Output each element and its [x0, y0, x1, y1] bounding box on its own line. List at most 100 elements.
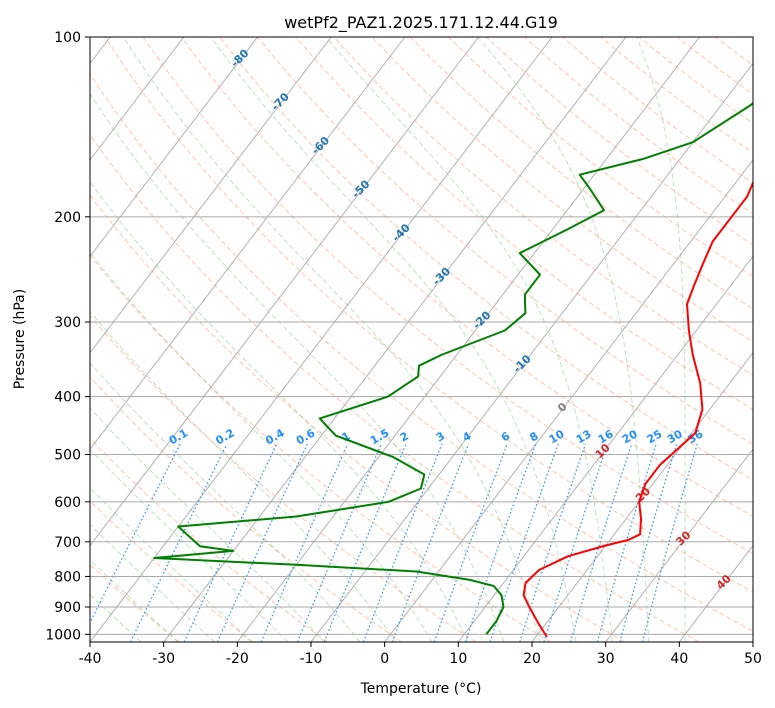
dry-adiabat: [104, 37, 753, 593]
isotherm-label: -70: [269, 90, 292, 113]
y-tick-label: 700: [54, 535, 81, 551]
isotherm-line: [163, 37, 627, 642]
mixing-ratio-line: [296, 443, 382, 642]
isotherm-line: [90, 37, 332, 354]
x-tick-label: 0: [380, 651, 389, 667]
isotherm-label: -40: [390, 221, 413, 244]
chart-title: wetPf2_PAZ1.2025.171.12.44.G19: [284, 13, 558, 33]
y-tick-label: 500: [54, 448, 81, 464]
isotherm-label: -10: [511, 352, 534, 375]
mixing-ratio-label: 10: [547, 427, 567, 446]
dry-adiabat: [752, 37, 753, 38]
mixing-ratio-label: 16: [596, 427, 616, 446]
mixing-ratio-label: 8: [527, 429, 540, 444]
x-axis-title: Temperature (°C): [360, 681, 482, 697]
x-tick-label: 10: [449, 651, 467, 667]
isotherm-line: [310, 62, 753, 642]
moist-adiabat: [90, 310, 397, 642]
moist-adiabat: [90, 523, 216, 642]
x-axis: -40 -30 -20 -10 0 10 20 30 40 50: [79, 642, 762, 667]
dry-adiabat: [90, 563, 180, 642]
moist-adiabat: [90, 180, 469, 642]
isotherm-line: [678, 544, 753, 642]
x-tick-label: 20: [523, 651, 541, 667]
dry-adiabat: [90, 376, 402, 642]
y-tick-label: 800: [54, 569, 81, 585]
mixing-ratio-label: 0.6: [294, 426, 318, 447]
y-tick-label: 1000: [45, 627, 81, 643]
mixing-ratio-line: [642, 443, 698, 642]
dry-adiabat: [524, 37, 753, 215]
isotherm-label: -20: [470, 308, 493, 331]
mixing-ratio-label: 20: [620, 427, 640, 446]
profile-series: [153, 101, 753, 638]
mixing-ratio-label: 0.1: [167, 426, 190, 447]
moist-adiabat: [90, 251, 433, 642]
dry-adiabat: [562, 37, 753, 184]
y-tick-label: 300: [54, 315, 81, 331]
dry-adiabat: [638, 37, 753, 124]
moist-adiabat: [90, 407, 325, 642]
dewpoint-profile: [153, 101, 753, 635]
dry-adiabat: [295, 37, 753, 411]
mixing-ratio-line: [433, 443, 508, 642]
isotherm-line: [752, 641, 753, 642]
y-tick-label: 100: [54, 30, 81, 46]
x-tick-label: -30: [152, 651, 175, 667]
dry-adiabat: [90, 500, 254, 642]
mixing-ratio-label: 3: [434, 429, 447, 444]
dry-adiabat: [333, 37, 753, 376]
dry-adiabat: [714, 37, 753, 66]
isotherm-line: [384, 159, 753, 642]
dry-adiabat: [409, 37, 753, 310]
y-tick-label: 200: [54, 210, 81, 226]
moist-adiabat: [477, 37, 650, 642]
y-axis: 100 200 300 400 500 600 700 800 900 1000: [45, 30, 90, 643]
moist-adiabat: [123, 37, 541, 642]
mixing-ratio-label: 0.2: [213, 426, 236, 447]
isotherm-line: [605, 448, 753, 642]
isotherm-line: [90, 37, 258, 258]
mixing-ratio-line: [569, 443, 633, 642]
moist-adiabat: [636, 37, 686, 642]
dry-adiabat: [142, 37, 753, 555]
moist-adiabat: [325, 37, 613, 642]
mixing-ratio-label: 13: [574, 427, 594, 446]
dry-adiabat: [90, 133, 700, 642]
mixing-ratio-label: 30: [665, 427, 685, 446]
x-tick-label: 50: [744, 651, 762, 667]
mixing-ratio-line: [323, 443, 407, 642]
plot-frame: [89, 36, 754, 643]
mixing-ratio-line: [619, 443, 678, 642]
mixing-ratio-label: 2: [398, 429, 411, 444]
mixing-ratio-line: [464, 443, 537, 642]
x-tick-label: -20: [226, 651, 249, 667]
y-axis-title: Pressure (hPa): [12, 289, 28, 389]
isotherm-line: [236, 37, 700, 642]
moist-adiabat: [90, 448, 288, 642]
x-tick-label: 40: [670, 651, 688, 667]
isotherm-label: -60: [309, 134, 332, 157]
mixing-ratio-line: [519, 443, 587, 642]
dry-adiabat: [180, 37, 753, 518]
isotherm-line: [90, 37, 479, 547]
mixing-ratio-line: [362, 443, 443, 642]
isotherm-line: [90, 37, 406, 451]
y-tick-label: 400: [54, 390, 81, 406]
y-tick-label: 900: [54, 600, 81, 616]
pressure-gridlines: [90, 216, 753, 635]
mixing-ratio-line: [543, 443, 609, 642]
x-tick-label: -40: [79, 651, 102, 667]
moist-adiabat: [90, 362, 361, 642]
moist-adiabat: [210, 37, 577, 642]
mixing-ratio-line: [130, 443, 228, 642]
mixing-ratio-line: [596, 443, 657, 642]
dry-adiabat: [90, 194, 625, 642]
isotherm-line: [531, 351, 753, 642]
background-lines: [90, 37, 753, 642]
isotherm-line: [90, 37, 553, 642]
mixing-ratio-label: 25: [645, 427, 665, 446]
temperature-profile: [522, 180, 753, 638]
dry-adiabat: [219, 37, 753, 481]
